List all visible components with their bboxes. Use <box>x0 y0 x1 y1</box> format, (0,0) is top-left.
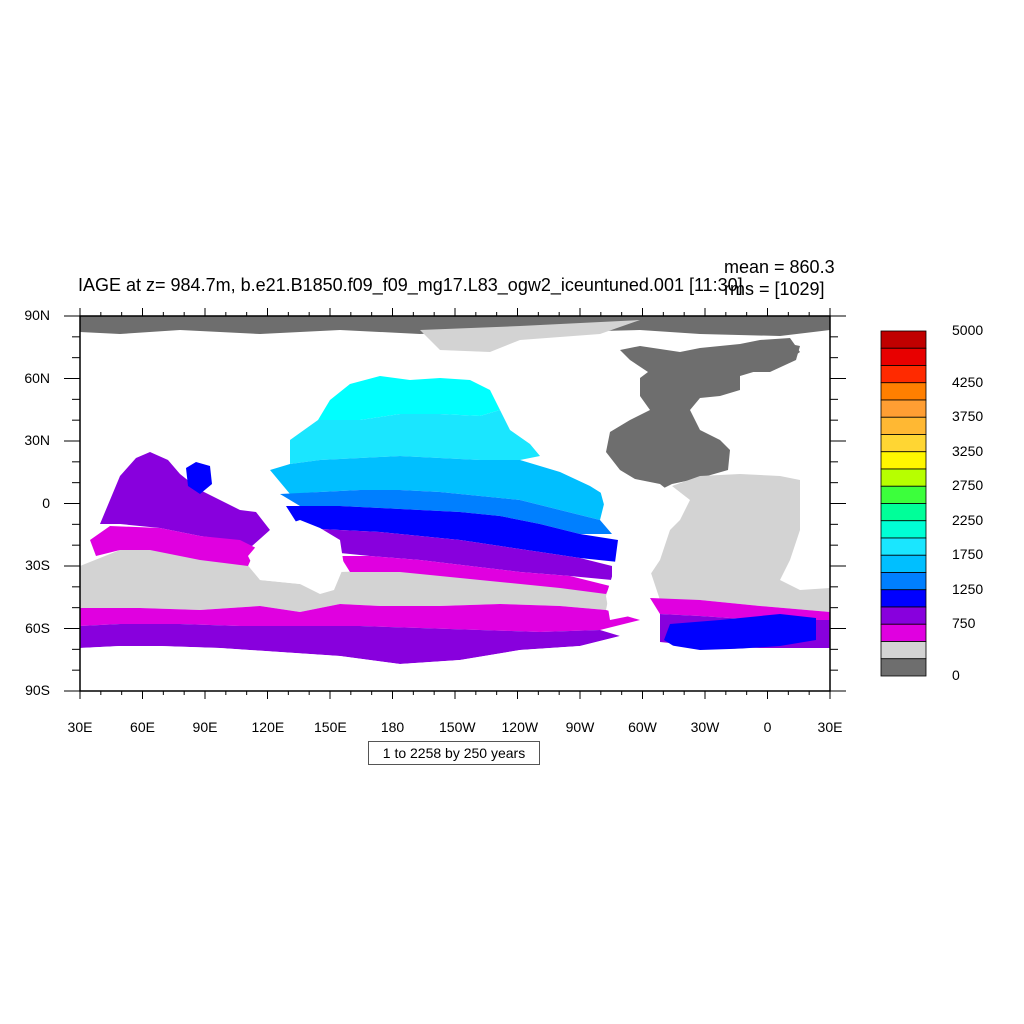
colorbar-swatch <box>880 330 927 349</box>
x-tick-label: 30E <box>817 719 843 735</box>
pacific-aqua-band <box>318 376 500 426</box>
pacific-cyan-band <box>290 410 540 464</box>
arctic-region <box>80 316 830 336</box>
indian-ocean-magenta <box>90 526 256 566</box>
colorbar-label: 1750 <box>952 546 984 563</box>
colorbar-label: 0 <box>952 667 960 683</box>
y-tick-label: 90N <box>24 307 50 323</box>
pacific-azure-band <box>280 490 612 534</box>
x-tick-label: 30E <box>67 719 93 735</box>
y-tick-label: 60S <box>25 619 50 636</box>
colorbar-label: 5000 <box>952 322 984 338</box>
indian-ocean-purple <box>100 452 270 546</box>
colorbar-swatch <box>880 641 927 660</box>
north-atlantic-region <box>606 338 800 490</box>
pacific-sky-band <box>270 456 606 520</box>
arctic-light-region <box>420 320 640 352</box>
weddell-magenta <box>650 598 830 620</box>
colorbar-swatch <box>880 347 927 366</box>
colorbar-swatch <box>880 503 927 522</box>
colorbar-swatch <box>880 537 927 556</box>
y-tick-label: 60N <box>24 369 50 386</box>
colorbar <box>880 330 927 677</box>
colorbar-label: 3750 <box>952 408 984 425</box>
pacific-purple-band <box>300 528 612 580</box>
x-tick-label: 0 <box>763 719 772 735</box>
x-tick-label: 60W <box>628 719 657 735</box>
plot-title: IAGE at z= 984.7m, b.e21.B1850.f09_f09_m… <box>78 275 743 295</box>
rms-label: rms = [1029] <box>724 279 825 299</box>
y-tick-label: 30S <box>25 557 50 573</box>
colorbar-swatch <box>880 382 927 401</box>
colorbar-swatch <box>880 399 927 418</box>
x-tick-label: 180 <box>380 719 405 735</box>
australia-land <box>248 520 344 594</box>
antarctica-land <box>80 636 830 691</box>
colorbar-swatch <box>880 589 927 608</box>
map-panel <box>79 315 831 692</box>
colorbar-swatch <box>880 658 927 677</box>
colorbar-swatch <box>880 623 927 642</box>
y-tick-marks <box>64 315 846 692</box>
y-tick-label: 0 <box>42 494 50 511</box>
y-tick-label: 90S <box>25 682 50 698</box>
south-america-land <box>600 478 680 620</box>
colorbar-swatch <box>880 434 927 453</box>
colorbar-swatch <box>880 520 927 539</box>
x-tick-label: 120E <box>251 719 285 735</box>
bay-of-bengal-blue <box>186 462 212 494</box>
south-atlantic-region <box>650 474 830 612</box>
colorbar-label: 4250 <box>952 373 984 390</box>
colorbar-swatch <box>880 365 927 384</box>
southern-grey-belt <box>80 546 610 612</box>
colorbar-swatch <box>880 468 927 487</box>
x-tick-label: 150E <box>314 719 347 735</box>
colorbar-swatch <box>880 451 927 470</box>
x-tick-label: 150W <box>439 719 476 735</box>
colorbar-swatch <box>880 554 927 573</box>
colorbar-swatch <box>880 572 927 591</box>
colorbar-swatch <box>880 416 927 435</box>
pacific-blue-band <box>286 506 618 562</box>
weddell-blue <box>664 614 816 650</box>
x-tick-label: 90E <box>192 719 218 735</box>
colorbar-label: 750 <box>952 615 976 632</box>
colorbar-swatch <box>880 606 927 625</box>
southern-magenta-band <box>80 604 640 632</box>
pacific-magenta-band <box>340 556 610 594</box>
x-tick-label: 90W <box>565 719 595 735</box>
southern-purple-band <box>80 624 620 664</box>
mean-label: mean = 860.3 <box>724 257 835 277</box>
colorbar-label: 3250 <box>952 442 984 459</box>
colorbar-label: 2750 <box>952 477 984 494</box>
x-tick-label: 120W <box>501 719 539 735</box>
x-tick-marks <box>79 308 831 699</box>
colorbar-label: 1250 <box>952 580 984 597</box>
y-tick-label: 30N <box>24 432 50 448</box>
x-tick-label: 30W <box>690 719 720 735</box>
x-tick-label: 60E <box>130 719 155 735</box>
labrador-region <box>730 340 800 372</box>
contour-interval-note: 1 to 2258 by 250 years <box>368 741 540 765</box>
colorbar-label: 2250 <box>952 511 984 528</box>
colorbar-swatch <box>880 485 927 504</box>
